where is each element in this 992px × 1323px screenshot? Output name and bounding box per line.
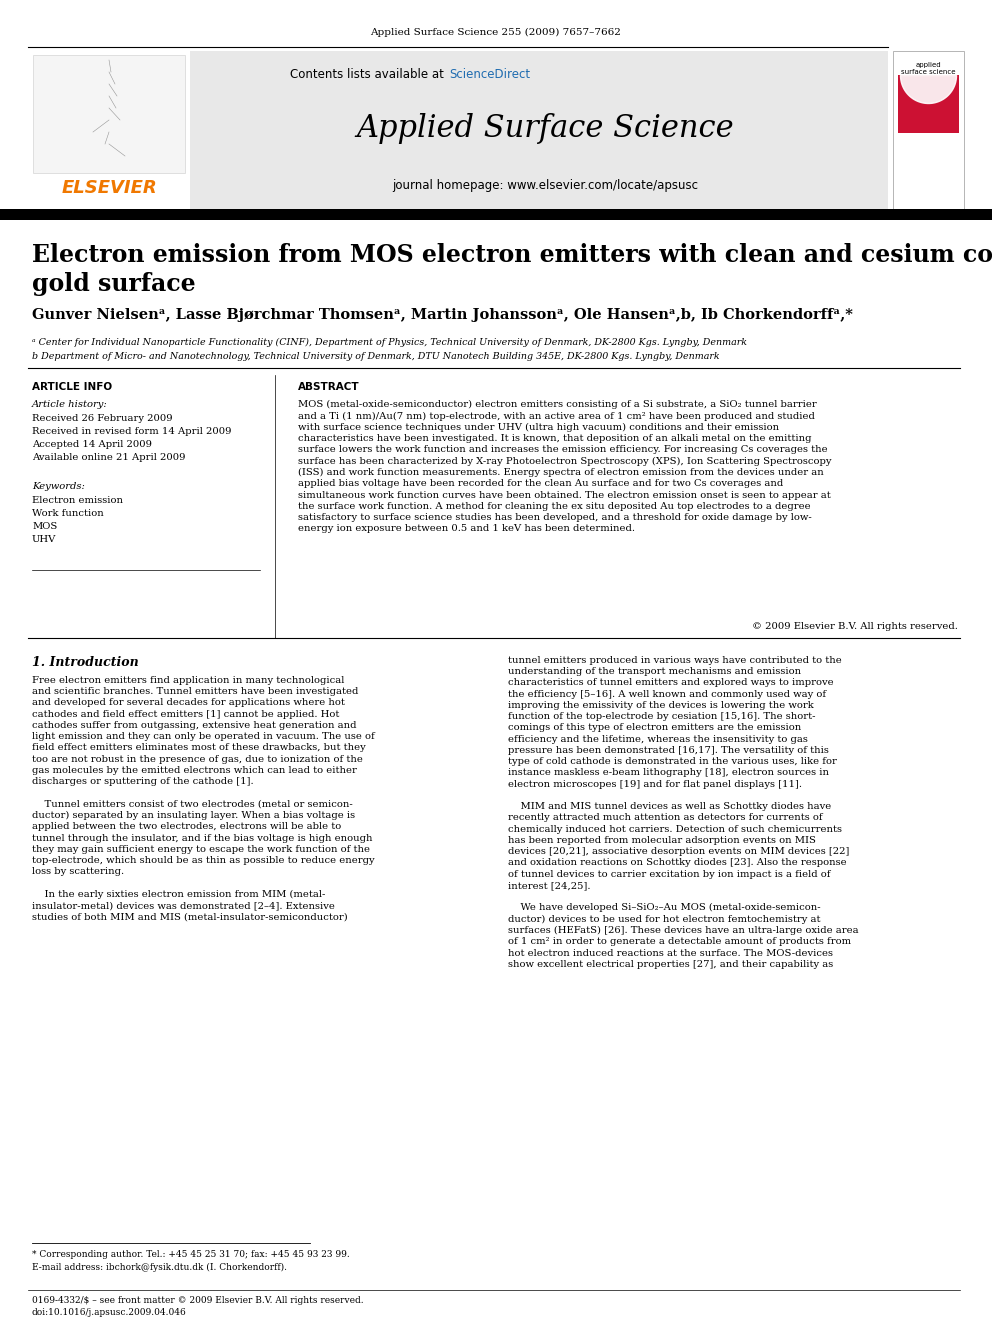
Text: Accepted 14 April 2009: Accepted 14 April 2009 — [32, 441, 152, 448]
Text: ScienceDirect: ScienceDirect — [449, 67, 530, 81]
Text: tunnel emitters produced in various ways have contributed to the
understanding o: tunnel emitters produced in various ways… — [508, 656, 859, 968]
Text: UHV: UHV — [32, 534, 57, 544]
Text: applied
surface science: applied surface science — [904, 163, 952, 173]
Text: ᵃ Center for Individual Nanoparticle Functionality (CINF), Department of Physics: ᵃ Center for Individual Nanoparticle Fun… — [32, 337, 747, 347]
Text: 1. Introduction: 1. Introduction — [32, 656, 139, 669]
Text: 0169-4332/$ – see front matter © 2009 Elsevier B.V. All rights reserved.: 0169-4332/$ – see front matter © 2009 El… — [32, 1297, 364, 1304]
Text: doi:10.1016/j.apsusc.2009.04.046: doi:10.1016/j.apsusc.2009.04.046 — [32, 1308, 186, 1316]
Text: Gunver Nielsenᵃ, Lasse Bjørchmar Thomsenᵃ, Martin Johanssonᵃ, Ole Hansenᵃ,b, Ib : Gunver Nielsenᵃ, Lasse Bjørchmar Thomsen… — [32, 308, 853, 321]
Text: Applied Surface Science 255 (2009) 7657–7662: Applied Surface Science 255 (2009) 7657–… — [371, 28, 621, 37]
Text: ABSTRACT: ABSTRACT — [298, 382, 360, 392]
Text: MOS: MOS — [32, 523, 58, 531]
Text: MOS (metal-oxide-semiconductor) electron emitters consisting of a Si substrate, : MOS (metal-oxide-semiconductor) electron… — [298, 400, 831, 533]
Text: ELSEVIER: ELSEVIER — [62, 179, 157, 197]
Text: Applied Surface Science: Applied Surface Science — [356, 112, 734, 143]
Text: E-mail address: ibchork@fysik.dtu.dk (I. Chorkendorff).: E-mail address: ibchork@fysik.dtu.dk (I.… — [32, 1263, 287, 1273]
Text: journal homepage: www.elsevier.com/locate/apsusc: journal homepage: www.elsevier.com/locat… — [392, 179, 698, 192]
Text: Article history:: Article history: — [32, 400, 108, 409]
Bar — [33, 56, 185, 173]
Text: Electron emission from MOS electron emitters with clean and cesium covered
gold : Electron emission from MOS electron emit… — [32, 243, 992, 296]
Text: Free electron emitters find application in many technological
and scientific bra: Free electron emitters find application … — [32, 676, 375, 921]
Text: Received 26 February 2009: Received 26 February 2009 — [32, 414, 173, 423]
Text: Work function: Work function — [32, 509, 104, 519]
Text: applied
surface science: applied surface science — [901, 62, 955, 75]
Text: Electron emission: Electron emission — [32, 496, 123, 505]
Text: b Department of Micro- and Nanotechnology, Technical University of Denmark, DTU : b Department of Micro- and Nanotechnolog… — [32, 352, 719, 361]
Bar — [893, 52, 964, 209]
Bar — [28, 52, 190, 209]
Text: Received in revised form 14 April 2009: Received in revised form 14 April 2009 — [32, 427, 231, 437]
Bar — [0, 209, 992, 220]
Text: ARTICLE INFO: ARTICLE INFO — [32, 382, 112, 392]
Bar — [898, 75, 959, 134]
Text: © 2009 Elsevier B.V. All rights reserved.: © 2009 Elsevier B.V. All rights reserved… — [752, 622, 958, 631]
Text: Contents lists available at: Contents lists available at — [291, 67, 448, 81]
Text: * Corresponding author. Tel.: +45 45 25 31 70; fax: +45 45 93 23 99.: * Corresponding author. Tel.: +45 45 25 … — [32, 1250, 350, 1259]
Text: Keywords:: Keywords: — [32, 482, 85, 491]
Bar — [28, 52, 888, 209]
Text: Available online 21 April 2009: Available online 21 April 2009 — [32, 452, 186, 462]
